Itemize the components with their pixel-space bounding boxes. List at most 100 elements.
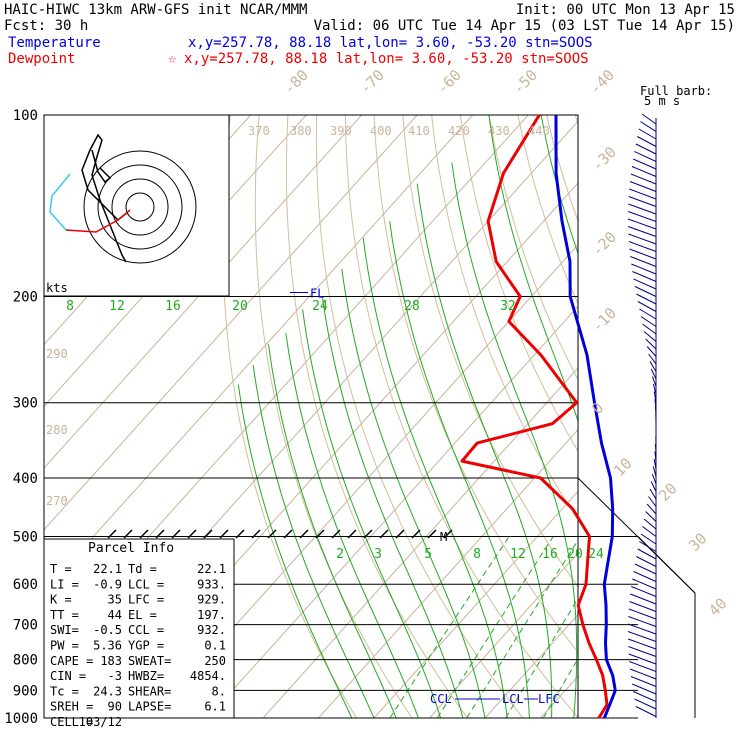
theta-label: 270 — [46, 494, 68, 508]
pressure-tick-label: 600 — [13, 577, 38, 593]
moist-adiabat — [488, 115, 578, 423]
wind-barb — [654, 451, 657, 462]
mixing-ratio-label: 24 — [312, 299, 328, 314]
wind-barb — [628, 196, 657, 207]
parcel-cell: K = — [50, 593, 72, 607]
wind-barb — [650, 368, 657, 380]
isotherm-line — [373, 490, 578, 718]
wind-barb — [635, 706, 657, 717]
wind-barb — [630, 256, 657, 267]
parcel-cell: SWEAT= — [128, 654, 171, 668]
temperature-station-info: x,y=257.78, 88.18 lat,lon= 3.60, -53.20 … — [188, 35, 593, 51]
wind-barb — [629, 601, 657, 612]
hatch-mark — [107, 529, 117, 539]
wind-barb — [632, 158, 657, 170]
hodograph: kts — [43, 114, 230, 297]
dry-adiabat — [402, 115, 578, 588]
parcel-cell: T = — [50, 562, 72, 576]
mixing-ratio-label: 32 — [500, 299, 516, 314]
hodograph-trace — [91, 149, 112, 184]
pressure-tick-label: 300 — [13, 396, 38, 412]
isotherm-label: -70 — [356, 66, 388, 98]
parcel-cell: EL = — [128, 608, 157, 622]
parcel-cell: CIN = — [50, 669, 86, 683]
moist-adiabat — [607, 115, 684, 718]
hatch-mark — [379, 529, 389, 539]
plot-frame — [43, 114, 579, 719]
wind-barb — [627, 631, 657, 642]
isotherm-line — [44, 115, 474, 593]
theta-label: 280 — [46, 423, 68, 437]
wind-barb — [634, 286, 657, 297]
wind-barb — [639, 308, 657, 320]
hatch-mark — [171, 529, 181, 539]
pressure-tick-label: 500 — [13, 529, 38, 545]
wind-barb — [653, 391, 657, 402]
moist-adiabat — [451, 162, 578, 718]
isotherm-line — [429, 552, 578, 718]
wind-barb — [637, 548, 657, 560]
ccl-label: CCL — [430, 692, 452, 706]
wind-barb — [627, 211, 657, 222]
parcel-cell: YGP = — [128, 639, 164, 653]
moist-adiabat — [663, 115, 735, 718]
wind-barb — [631, 166, 657, 177]
wind-barb — [632, 271, 657, 282]
isotherm-label: 30 — [685, 529, 711, 555]
parcel-cell: 933. — [197, 577, 226, 591]
dry-adiabat — [488, 115, 578, 381]
moist-adiabat — [707, 115, 740, 718]
parcel-cell: SREH = — [50, 700, 93, 714]
parcel-cell: 932. — [197, 623, 226, 637]
hatch-mark — [267, 529, 277, 539]
hatch-mark — [155, 529, 165, 539]
parcel-cell: SHEAR= — [128, 684, 171, 698]
wind-barb — [643, 518, 657, 530]
isotherm-label: 40 — [705, 594, 731, 620]
parcel-cell: -3 — [108, 669, 122, 683]
valid-time: Valid: 06 UTC Tue 14 Apr 15 (03 LST Tue … — [314, 18, 735, 34]
wind-barb — [634, 151, 657, 162]
wind-barb — [630, 173, 657, 185]
mixing-ratio-label: 12 — [510, 547, 526, 562]
isotherm-line — [596, 115, 740, 718]
wind-barb — [642, 526, 657, 537]
wind-barb — [627, 218, 657, 230]
wind-barb — [636, 556, 657, 567]
temperature-legend: Temperature — [8, 35, 101, 51]
mixing-ratio-label: 28 — [404, 299, 420, 314]
hatch-mark — [123, 529, 133, 539]
wind-barb — [627, 638, 657, 650]
wind-barb — [630, 593, 657, 605]
dewpoint-legend: Dewpoint — [8, 51, 75, 67]
wind-barb — [640, 533, 657, 545]
parcel-cell: 24.3 — [93, 684, 122, 698]
wind-barb — [649, 488, 657, 500]
wind-barb — [632, 578, 657, 590]
hatch-mark — [251, 529, 261, 539]
parcel-cell: -0.9 — [93, 577, 122, 591]
isotherm-line — [44, 115, 418, 531]
wind-barb — [628, 653, 657, 665]
wind-barb — [637, 301, 657, 312]
pressure-tick-label: 900 — [13, 683, 38, 699]
isotherm-line — [44, 115, 363, 469]
hatch-mark — [219, 529, 229, 539]
moist-adiabat — [341, 268, 486, 718]
parcel-cell: 103/12 — [79, 715, 122, 729]
wind-barb — [639, 541, 657, 552]
dry-adiabat — [719, 115, 740, 718]
wind-barb — [649, 361, 657, 372]
mixing-ratio-label: 3 — [374, 547, 382, 562]
hodograph-ring — [97, 164, 183, 250]
wind-barb — [637, 136, 657, 147]
dewpoint-star-icon: ☆ — [168, 51, 177, 67]
hodograph-ring — [125, 192, 155, 222]
hatch-mark — [299, 529, 309, 539]
pressure-tick-label: 1000 — [4, 711, 38, 727]
parcel-cell: 22.1 — [197, 562, 226, 576]
isotherm-line — [262, 367, 578, 718]
lfc-label: LFC — [538, 692, 560, 706]
dry-adiabat — [633, 115, 740, 718]
